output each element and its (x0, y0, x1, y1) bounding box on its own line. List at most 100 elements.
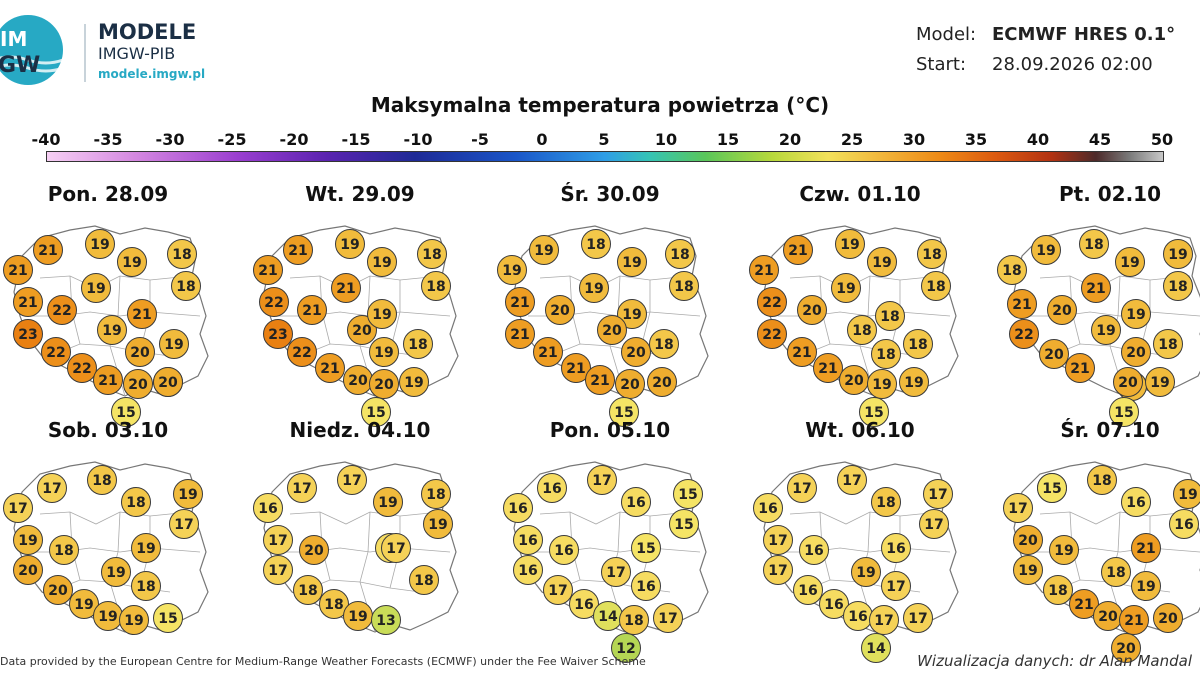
temperature-marker[interactable]: 21 (1065, 353, 1095, 383)
temperature-marker[interactable]: 18 (921, 271, 951, 301)
temperature-marker[interactable]: 20 (1121, 337, 1151, 367)
temperature-marker[interactable]: 19 (867, 247, 897, 277)
temperature-marker[interactable]: 16 (621, 487, 651, 517)
temperature-marker[interactable]: 19 (867, 369, 897, 399)
temperature-marker[interactable]: 18 (665, 239, 695, 269)
temperature-marker[interactable]: 17 (869, 605, 899, 635)
temperature-marker[interactable]: 19 (399, 367, 429, 397)
temperature-marker[interactable]: 18 (669, 271, 699, 301)
temperature-marker[interactable]: 20 (123, 369, 153, 399)
temperature-marker[interactable]: 15 (1037, 473, 1067, 503)
temperature-marker[interactable]: 18 (167, 239, 197, 269)
temperature-marker[interactable]: 19 (1173, 479, 1200, 509)
temperature-marker[interactable]: 19 (1031, 235, 1061, 265)
temperature-marker[interactable]: 18 (131, 571, 161, 601)
temperature-marker[interactable]: 18 (1079, 229, 1109, 259)
temperature-marker[interactable]: 19 (529, 235, 559, 265)
temperature-marker[interactable]: 14 (861, 633, 891, 663)
temperature-marker[interactable]: 16 (881, 533, 911, 563)
temperature-marker[interactable]: 19 (1163, 239, 1193, 269)
temperature-marker[interactable]: 20 (43, 575, 73, 605)
temperature-marker[interactable]: 15 (153, 603, 183, 633)
temperature-marker[interactable]: 15 (669, 509, 699, 539)
temperature-marker[interactable]: 22 (1009, 319, 1039, 349)
temperature-marker[interactable]: 18 (875, 301, 905, 331)
temperature-marker[interactable]: 18 (121, 487, 151, 517)
temperature-marker[interactable]: 17 (919, 509, 949, 539)
temperature-marker[interactable]: 21 (787, 337, 817, 367)
temperature-marker[interactable]: 17 (881, 571, 911, 601)
temperature-marker[interactable]: 21 (297, 295, 327, 325)
temperature-marker[interactable]: 18 (49, 535, 79, 565)
temperature-marker[interactable]: 19 (343, 601, 373, 631)
temperature-marker[interactable]: 18 (649, 329, 679, 359)
temperature-marker[interactable]: 17 (763, 525, 793, 555)
temperature-marker[interactable]: 18 (1043, 575, 1073, 605)
temperature-marker[interactable]: 19 (81, 273, 111, 303)
temperature-marker[interactable]: 20 (545, 295, 575, 325)
temperature-marker[interactable]: 17 (543, 575, 573, 605)
temperature-marker[interactable]: 16 (793, 575, 823, 605)
temperature-marker[interactable]: 19 (423, 509, 453, 539)
temperature-marker[interactable]: 21 (331, 273, 361, 303)
temperature-marker[interactable]: 16 (537, 473, 567, 503)
temperature-marker[interactable]: 19 (1131, 571, 1161, 601)
temperature-marker[interactable]: 22 (757, 319, 787, 349)
temperature-marker[interactable]: 17 (787, 473, 817, 503)
temperature-marker[interactable]: 21 (33, 235, 63, 265)
temperature-marker[interactable]: 15 (361, 397, 391, 427)
temperature-marker[interactable]: 17 (601, 557, 631, 587)
temperature-marker[interactable]: 22 (287, 337, 317, 367)
temperature-marker[interactable]: 22 (47, 295, 77, 325)
temperature-marker[interactable]: 19 (131, 533, 161, 563)
temperature-marker[interactable]: 16 (513, 555, 543, 585)
temperature-marker[interactable]: 20 (1039, 339, 1069, 369)
temperature-marker[interactable]: 17 (923, 479, 953, 509)
temperature-marker[interactable]: 21 (505, 287, 535, 317)
temperature-marker[interactable]: 12 (611, 633, 641, 663)
temperature-marker[interactable]: 23 (13, 319, 43, 349)
temperature-marker[interactable]: 17 (37, 473, 67, 503)
temperature-marker[interactable]: 16 (253, 493, 283, 523)
temperature-marker[interactable]: 21 (783, 235, 813, 265)
temperature-marker[interactable]: 17 (653, 603, 683, 633)
brand-url[interactable]: modele.imgw.pl (98, 67, 206, 81)
temperature-marker[interactable]: 19 (97, 315, 127, 345)
temperature-marker[interactable]: 18 (847, 315, 877, 345)
temperature-marker[interactable]: 18 (619, 605, 649, 635)
temperature-marker[interactable]: 21 (3, 255, 33, 285)
temperature-marker[interactable]: 17 (263, 525, 293, 555)
temperature-marker[interactable]: 15 (609, 397, 639, 427)
temperature-marker[interactable]: 20 (839, 365, 869, 395)
temperature-marker[interactable]: 18 (903, 329, 933, 359)
temperature-marker[interactable]: 20 (1093, 601, 1123, 631)
temperature-marker[interactable]: 19 (367, 247, 397, 277)
temperature-marker[interactable]: 18 (917, 239, 947, 269)
temperature-marker[interactable]: 19 (831, 273, 861, 303)
temperature-marker[interactable]: 18 (417, 239, 447, 269)
temperature-marker[interactable]: 19 (367, 299, 397, 329)
temperature-marker[interactable]: 17 (169, 509, 199, 539)
temperature-marker[interactable]: 18 (421, 271, 451, 301)
temperature-marker[interactable]: 16 (549, 535, 579, 565)
temperature-marker[interactable]: 21 (585, 365, 615, 395)
temperature-marker[interactable]: 20 (621, 337, 651, 367)
temperature-marker[interactable]: 18 (293, 575, 323, 605)
temperature-marker[interactable]: 20 (1047, 295, 1077, 325)
temperature-marker[interactable]: 15 (631, 533, 661, 563)
temperature-marker[interactable]: 20 (615, 369, 645, 399)
temperature-marker[interactable]: 16 (1169, 509, 1199, 539)
temperature-marker[interactable]: 20 (343, 365, 373, 395)
temperature-marker[interactable]: 15 (673, 479, 703, 509)
temperature-marker[interactable]: 21 (13, 287, 43, 317)
temperature-marker[interactable]: 21 (505, 319, 535, 349)
temperature-marker[interactable]: 19 (159, 329, 189, 359)
temperature-marker[interactable]: 17 (287, 473, 317, 503)
temperature-marker[interactable]: 21 (533, 337, 563, 367)
temperature-marker[interactable]: 21 (253, 255, 283, 285)
temperature-marker[interactable]: 18 (871, 339, 901, 369)
temperature-marker[interactable]: 13 (371, 605, 401, 635)
temperature-marker[interactable]: 20 (1111, 633, 1141, 663)
temperature-marker[interactable]: 19 (1121, 299, 1151, 329)
temperature-marker[interactable]: 17 (263, 555, 293, 585)
